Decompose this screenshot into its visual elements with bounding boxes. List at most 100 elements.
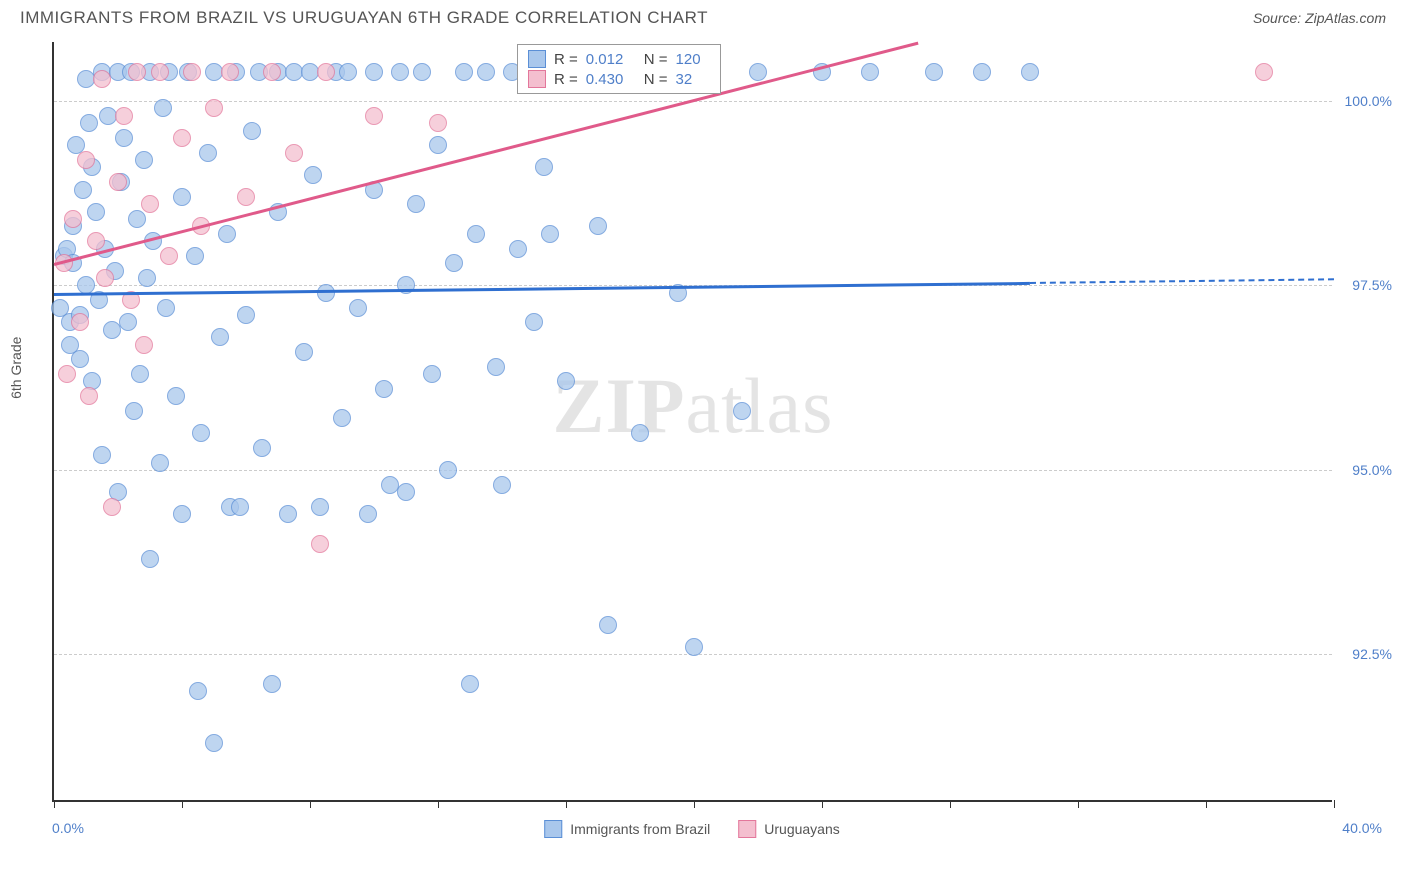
stats-swatch: [528, 50, 546, 68]
scatter-point-brazil: [493, 476, 511, 494]
scatter-point-uruguay: [80, 387, 98, 405]
legend: Immigrants from Brazil Uruguayans: [544, 820, 840, 838]
chart-source: Source: ZipAtlas.com: [1253, 10, 1386, 26]
scatter-point-uruguay: [64, 210, 82, 228]
scatter-point-uruguay: [96, 269, 114, 287]
x-tick: [822, 800, 823, 808]
x-tick: [1334, 800, 1335, 808]
scatter-point-brazil: [295, 343, 313, 361]
scatter-point-brazil: [304, 166, 322, 184]
scatter-point-uruguay: [237, 188, 255, 206]
scatter-point-brazil: [477, 63, 495, 81]
scatter-point-brazil: [349, 299, 367, 317]
scatter-point-uruguay: [1255, 63, 1273, 81]
chart-title: IMMIGRANTS FROM BRAZIL VS URUGUAYAN 6TH …: [20, 8, 708, 28]
scatter-point-brazil: [167, 387, 185, 405]
scatter-point-brazil: [631, 424, 649, 442]
watermark: ZIPatlas: [553, 361, 834, 451]
scatter-point-uruguay: [205, 99, 223, 117]
y-tick-label: 95.0%: [1337, 462, 1392, 478]
scatter-point-brazil: [1021, 63, 1039, 81]
scatter-point-brazil: [80, 114, 98, 132]
scatter-point-brazil: [119, 313, 137, 331]
scatter-point-uruguay: [311, 535, 329, 553]
trend-line: [54, 282, 1030, 296]
scatter-point-brazil: [733, 402, 751, 420]
scatter-point-brazil: [339, 63, 357, 81]
scatter-point-brazil: [487, 358, 505, 376]
scatter-point-brazil: [861, 63, 879, 81]
scatter-point-brazil: [253, 439, 271, 457]
legend-item: Uruguayans: [738, 820, 840, 838]
stats-r-value: 0.430: [586, 71, 636, 88]
scatter-point-brazil: [128, 210, 146, 228]
scatter-point-uruguay: [173, 129, 191, 147]
scatter-point-brazil: [157, 299, 175, 317]
scatter-point-brazil: [87, 203, 105, 221]
y-tick-label: 97.5%: [1337, 277, 1392, 293]
scatter-point-brazil: [93, 446, 111, 464]
stats-swatch: [528, 70, 546, 88]
x-tick: [566, 800, 567, 808]
chart-plot-area: ZIPatlas 92.5%95.0%97.5%100.0%: [52, 42, 1332, 802]
scatter-point-uruguay: [103, 498, 121, 516]
scatter-point-brazil: [973, 63, 991, 81]
legend-item: Immigrants from Brazil: [544, 820, 710, 838]
scatter-point-brazil: [467, 225, 485, 243]
scatter-point-uruguay: [221, 63, 239, 81]
scatter-point-brazil: [173, 188, 191, 206]
scatter-point-brazil: [192, 424, 210, 442]
scatter-point-brazil: [429, 136, 447, 154]
legend-label: Uruguayans: [764, 821, 840, 837]
scatter-point-brazil: [397, 483, 415, 501]
scatter-point-brazil: [535, 158, 553, 176]
scatter-point-uruguay: [183, 63, 201, 81]
scatter-point-brazil: [189, 682, 207, 700]
scatter-point-brazil: [135, 151, 153, 169]
scatter-point-uruguay: [285, 144, 303, 162]
scatter-point-brazil: [925, 63, 943, 81]
x-axis-max-label: 40.0%: [1342, 820, 1382, 836]
scatter-point-brazil: [141, 550, 159, 568]
scatter-point-brazil: [359, 505, 377, 523]
scatter-point-uruguay: [109, 173, 127, 191]
chart-container: 6th Grade ZIPatlas 92.5%95.0%97.5%100.0%…: [52, 42, 1332, 802]
scatter-point-brazil: [525, 313, 543, 331]
scatter-point-brazil: [461, 675, 479, 693]
scatter-point-brazil: [151, 454, 169, 472]
scatter-point-brazil: [365, 63, 383, 81]
stats-row: R =0.012N =120: [528, 49, 710, 69]
scatter-point-brazil: [445, 254, 463, 272]
x-tick: [438, 800, 439, 808]
stats-n-value: 120: [676, 51, 710, 68]
x-tick: [1078, 800, 1079, 808]
scatter-point-uruguay: [128, 63, 146, 81]
y-tick-label: 100.0%: [1337, 93, 1392, 109]
stats-r-label: R =: [554, 71, 578, 88]
scatter-point-uruguay: [58, 365, 76, 383]
stats-r-value: 0.012: [586, 51, 636, 68]
scatter-point-brazil: [397, 276, 415, 294]
x-tick: [950, 800, 951, 808]
scatter-point-brazil: [173, 505, 191, 523]
legend-swatch: [738, 820, 756, 838]
scatter-point-brazil: [125, 402, 143, 420]
scatter-point-brazil: [263, 675, 281, 693]
legend-label: Immigrants from Brazil: [570, 821, 710, 837]
scatter-point-uruguay: [71, 313, 89, 331]
scatter-point-uruguay: [115, 107, 133, 125]
scatter-point-brazil: [311, 498, 329, 516]
stats-n-value: 32: [676, 71, 710, 88]
scatter-point-brazil: [279, 505, 297, 523]
y-axis-title: 6th Grade: [8, 337, 24, 399]
scatter-point-brazil: [211, 328, 229, 346]
scatter-point-brazil: [115, 129, 133, 147]
scatter-point-uruguay: [365, 107, 383, 125]
stats-box: R =0.012N =120R =0.430N =32: [517, 44, 721, 94]
x-tick: [182, 800, 183, 808]
scatter-point-brazil: [138, 269, 156, 287]
x-tick: [54, 800, 55, 808]
x-tick: [1206, 800, 1207, 808]
scatter-point-brazil: [131, 365, 149, 383]
scatter-point-brazil: [407, 195, 425, 213]
